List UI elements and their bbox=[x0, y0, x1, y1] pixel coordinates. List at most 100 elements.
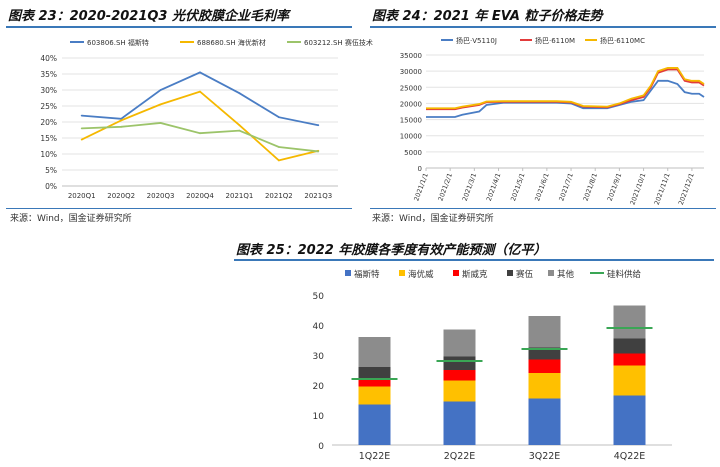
fig25-bar-segment bbox=[358, 404, 391, 445]
fig24-xtick-label: 2021/6/1 bbox=[533, 172, 551, 202]
fig23-data-point bbox=[238, 129, 241, 132]
fig23-data-point bbox=[238, 92, 241, 95]
fig23-series-line bbox=[81, 71, 319, 127]
fig25-bar-segment bbox=[443, 356, 476, 370]
fig24-source: 来源：Wind，国金证券研究所 bbox=[372, 214, 494, 224]
fig23-xtick-label: 2020Q3 bbox=[147, 192, 175, 200]
fig23-ytick-label: 10% bbox=[40, 150, 57, 159]
fig25-title: 图表 25：2022 年胶膜各季度有效产能预测（亿平） bbox=[236, 243, 547, 258]
fig24-legend-label: 扬巴·6110M bbox=[535, 36, 575, 45]
fig23-data-point bbox=[120, 125, 123, 128]
fig23-legend-label: 688680.SH 海优新材 bbox=[197, 38, 266, 47]
fig23-xtick-label: 2021Q3 bbox=[304, 192, 332, 200]
fig25-xtick-label: 2Q22E bbox=[444, 451, 476, 462]
fig23-data-point bbox=[277, 159, 280, 162]
fig23-data-point bbox=[317, 149, 320, 152]
fig23-data-point bbox=[317, 124, 320, 127]
fig23-xtick-label: 2020Q2 bbox=[107, 192, 135, 200]
fig23-data-point bbox=[80, 138, 83, 141]
fig25-xtick-label: 3Q22E bbox=[529, 451, 561, 462]
fig23-data-point bbox=[80, 114, 83, 117]
fig23-series-line bbox=[81, 122, 319, 153]
fig24-ytick-label: 10000 bbox=[400, 133, 422, 141]
fig24-xtick-label: 2021/9/1 bbox=[606, 172, 624, 202]
fig24-xtick-label: 2021/5/1 bbox=[509, 172, 527, 202]
fig24-xtick-label: 2021/1/1 bbox=[412, 172, 430, 202]
fig23-ytick-label: 0% bbox=[45, 182, 57, 191]
fig23-data-point bbox=[120, 119, 123, 122]
fig25-ytick-label: 50 bbox=[313, 292, 325, 302]
fig25-legend-swatch bbox=[507, 270, 513, 276]
fig24-title-rule bbox=[370, 26, 716, 28]
fig24-ytick-label: 20000 bbox=[400, 100, 422, 108]
fig23-xtick-label: 2021Q1 bbox=[226, 192, 254, 200]
fig23-data-point bbox=[159, 89, 162, 91]
fig25-ytick-label: 20 bbox=[313, 382, 325, 392]
fig25-ytick-label: 30 bbox=[313, 352, 325, 362]
fig25-legend-swatch bbox=[345, 270, 351, 276]
fig25-ytick-label: 10 bbox=[313, 412, 325, 422]
fig23-data-point bbox=[159, 103, 162, 106]
fig24-title: 图表 24：2021 年 EVA 粒子价格走势 bbox=[372, 9, 603, 24]
fig23-ytick-label: 30% bbox=[40, 86, 57, 95]
fig25-legend-swatch bbox=[399, 270, 405, 276]
fig23-data-point bbox=[317, 150, 320, 153]
fig23-title-rule bbox=[6, 26, 352, 28]
fig25-bar-segment bbox=[443, 380, 476, 402]
fig25-bar-segment bbox=[528, 347, 561, 360]
fig24-ytick-label: 15000 bbox=[400, 117, 422, 125]
fig25-legend-label: 赛伍 bbox=[516, 269, 534, 280]
fig25-bar-segment bbox=[613, 365, 646, 396]
fig24-legend-label: 扬巴·V5110J bbox=[456, 36, 497, 45]
fig25-bar-segment bbox=[613, 353, 646, 366]
fig23-data-point bbox=[80, 127, 83, 130]
fig24-xtick-label: 2021/2/1 bbox=[437, 172, 455, 202]
fig24-xtick-label: 2021/10/1 bbox=[629, 172, 648, 206]
fig25-bar-segment bbox=[528, 398, 561, 445]
fig23-data-point bbox=[120, 117, 123, 120]
fig25-bar-segment bbox=[358, 386, 391, 405]
fig24-ytick-label: 25000 bbox=[400, 84, 422, 92]
fig23-data-point bbox=[199, 132, 201, 135]
fig25-bar-segment bbox=[443, 401, 476, 445]
fig24-ytick-label: 5000 bbox=[404, 149, 422, 157]
fig23-data-point bbox=[199, 71, 201, 74]
fig25-ytick-label: 0 bbox=[318, 442, 324, 452]
fig24-ytick-label: 35000 bbox=[400, 52, 422, 60]
fig23-ytick-label: 40% bbox=[40, 54, 57, 63]
fig23-ytick-label: 25% bbox=[40, 102, 57, 111]
fig24-xtick-label: 2021/7/1 bbox=[557, 172, 575, 202]
fig25-bar-segment bbox=[443, 329, 476, 357]
fig25-bar-segment bbox=[528, 359, 561, 373]
fig25-bar-segment bbox=[443, 370, 476, 381]
fig25-bar-segment bbox=[613, 395, 646, 445]
fig23-ytick-label: 5% bbox=[45, 166, 57, 175]
fig23-data-point bbox=[159, 122, 162, 124]
fig23-series-line bbox=[81, 90, 319, 162]
fig24-legend-label: 扬巴·6110MC bbox=[600, 36, 645, 45]
fig23-data-point bbox=[199, 90, 201, 93]
fig24-bottom-rule bbox=[370, 208, 716, 209]
fig25-bar-segment bbox=[358, 337, 391, 367]
fig24-series-line bbox=[426, 68, 705, 111]
fig25-bar-segment bbox=[358, 379, 391, 387]
fig23-xtick-label: 2020Q1 bbox=[68, 192, 96, 200]
fig23-bottom-rule bbox=[6, 208, 352, 209]
fig24-xtick-label: 2021/3/1 bbox=[461, 172, 479, 202]
fig23-legend-label: 603212.SH 赛伍技术 bbox=[304, 38, 373, 47]
fig25-legend-supply-label: 硅料供给 bbox=[607, 269, 642, 280]
fig23-data-point bbox=[277, 116, 280, 119]
fig25-legend-label: 福斯特 bbox=[354, 269, 380, 280]
fig23-ytick-label: 15% bbox=[40, 134, 57, 143]
fig25-bar-segment bbox=[613, 338, 646, 354]
fig23-legend-label: 603806.SH 福斯特 bbox=[87, 38, 149, 47]
fig25-title-rule bbox=[234, 259, 714, 261]
fig23-ytick-label: 20% bbox=[40, 118, 57, 127]
fig23-xtick-label: 2020Q4 bbox=[186, 192, 214, 200]
fig24-ytick-label: 0 bbox=[418, 165, 422, 173]
fig25-xtick-label: 4Q22E bbox=[614, 451, 646, 462]
fig24-xtick-label: 2021/11/1 bbox=[653, 172, 672, 206]
fig25-legend-swatch bbox=[548, 270, 554, 276]
fig24-ytick-label: 30000 bbox=[400, 68, 422, 76]
